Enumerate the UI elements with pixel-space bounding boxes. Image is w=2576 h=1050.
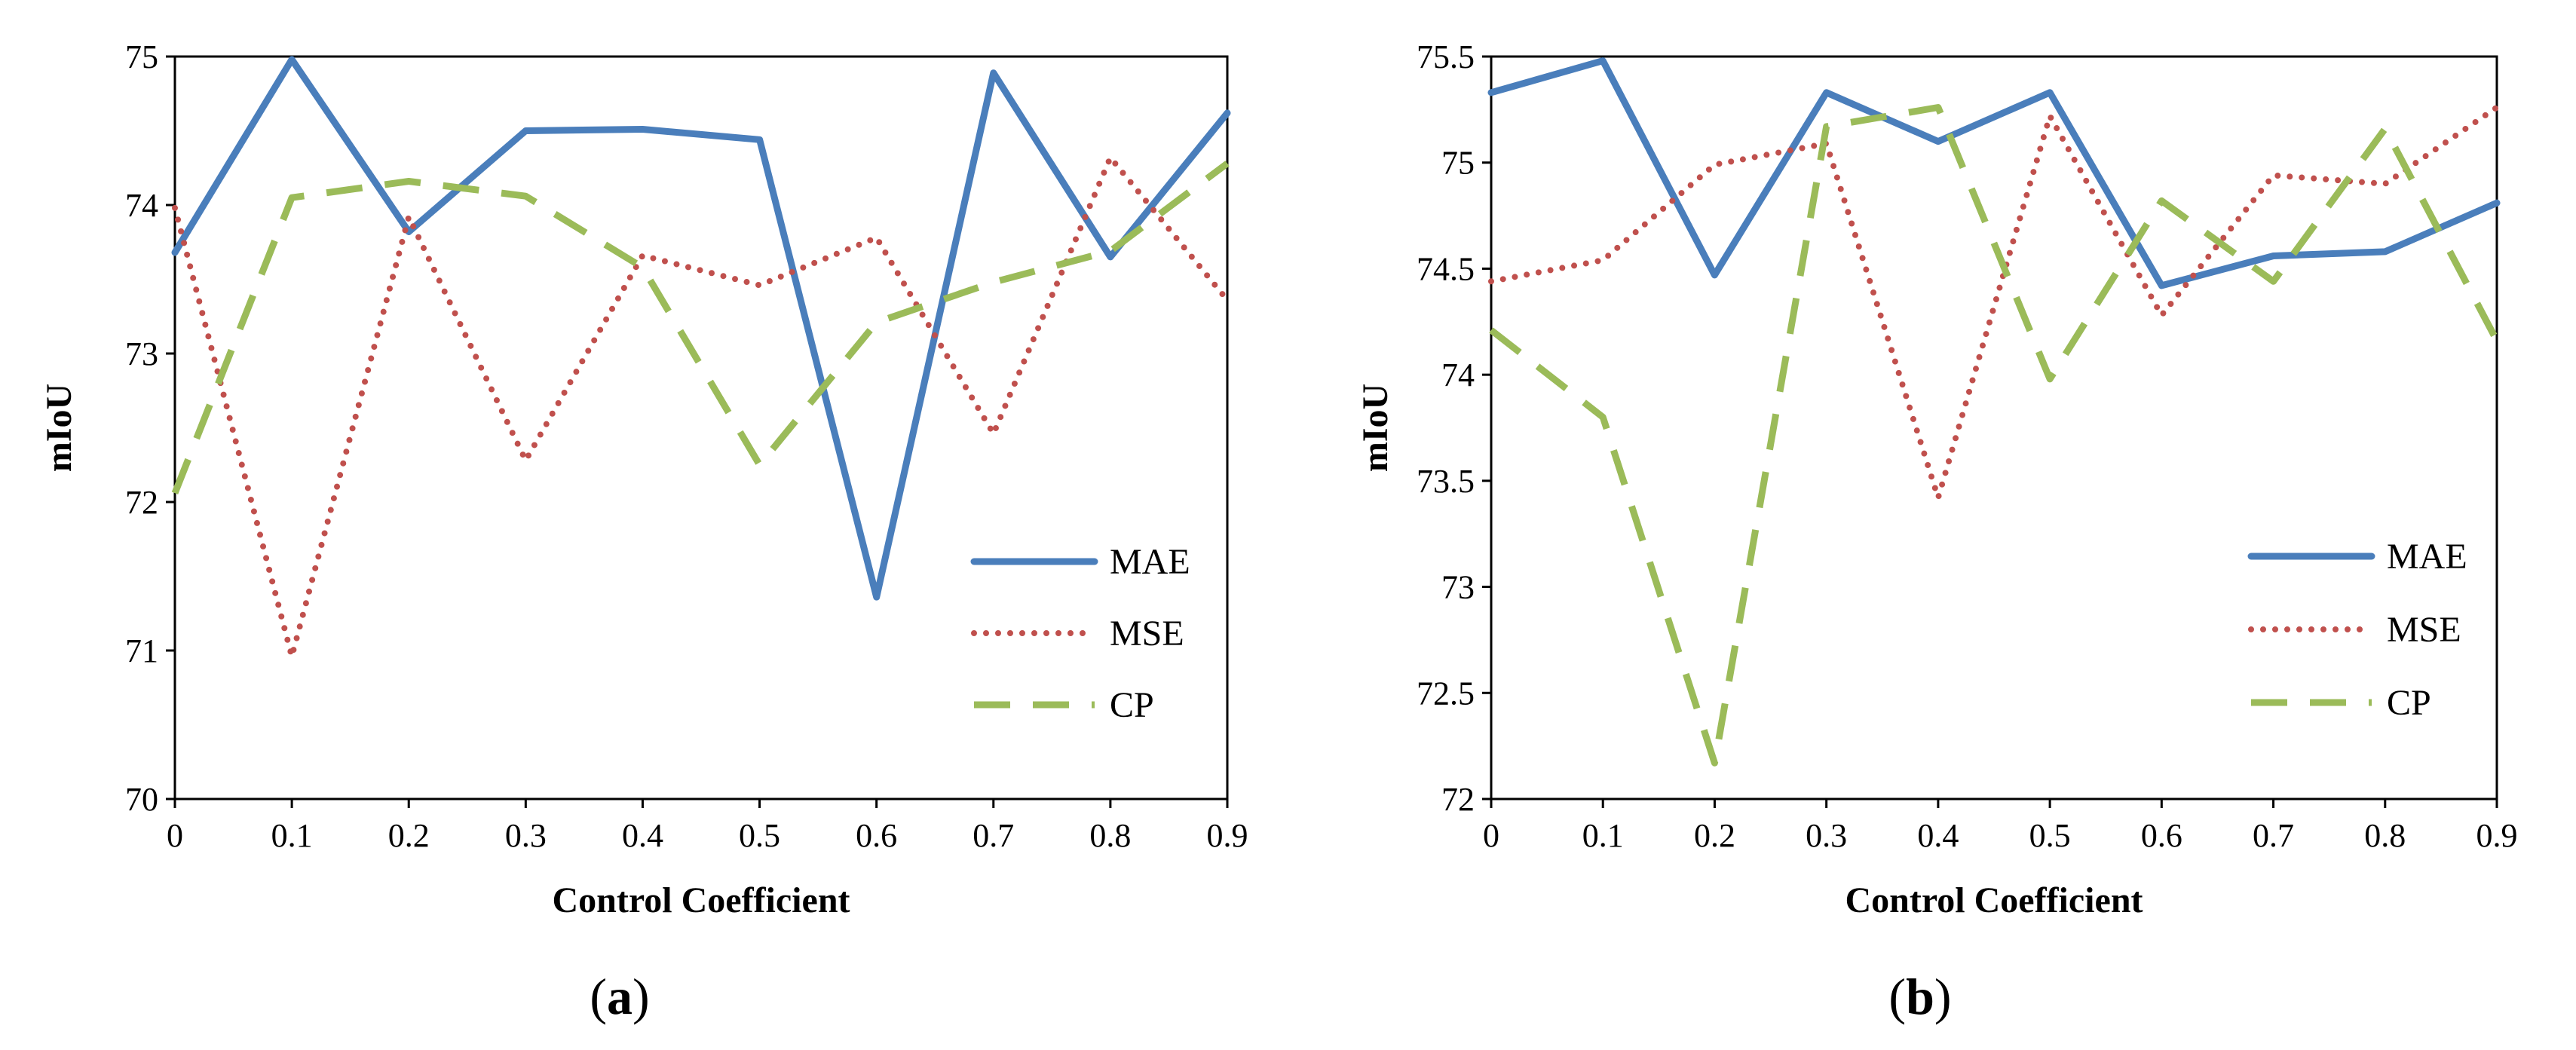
panel-letter: b bbox=[1906, 968, 1934, 1025]
x-tick-label: 0 bbox=[1483, 817, 1499, 854]
panel-label: (a) bbox=[590, 968, 649, 1025]
x-tick-label: 0.4 bbox=[622, 817, 663, 854]
legend-label-mae: MAE bbox=[2387, 537, 2467, 577]
panel-label: (b) bbox=[1888, 968, 1951, 1025]
x-axis-title: Control Coefficient bbox=[552, 880, 850, 920]
x-tick-label: 0.9 bbox=[2476, 817, 2518, 854]
y-tick-label: 74 bbox=[1441, 357, 1475, 393]
y-tick-label: 75 bbox=[1441, 145, 1475, 182]
x-tick-label: 0.9 bbox=[1207, 817, 1248, 854]
legend-label-cp: CP bbox=[1110, 685, 1154, 725]
x-tick-label: 0.7 bbox=[973, 817, 1014, 854]
y-tick-label: 70 bbox=[125, 781, 158, 818]
x-tick-label: 0.1 bbox=[271, 817, 313, 854]
y-tick-label: 72 bbox=[125, 484, 158, 521]
y-tick-label: 75.5 bbox=[1417, 38, 1475, 75]
y-tick-label: 73 bbox=[125, 335, 158, 372]
x-tick-label: 0.5 bbox=[2029, 817, 2071, 854]
series-line-mse bbox=[172, 155, 1230, 660]
y-axis-title: mIoU bbox=[39, 384, 79, 472]
x-tick-label: 0.6 bbox=[856, 817, 897, 854]
y-tick-label: 74 bbox=[125, 187, 158, 224]
y-tick-label: 74.5 bbox=[1417, 250, 1475, 287]
plot-area-border bbox=[1490, 55, 2498, 801]
legend-label-mse: MSE bbox=[1110, 614, 1184, 654]
y-tick-label: 72.5 bbox=[1417, 675, 1475, 712]
series-line-mae bbox=[1487, 57, 2501, 289]
y-tick-label: 72 bbox=[1441, 781, 1475, 818]
panel-letter: a bbox=[607, 968, 633, 1025]
legend-label-mae: MAE bbox=[1110, 542, 1190, 582]
x-tick-label: 0 bbox=[167, 817, 183, 854]
x-tick-label: 0.5 bbox=[739, 817, 780, 854]
x-tick-label: 0.2 bbox=[1694, 817, 1735, 854]
legend: MAE MSE CP bbox=[970, 542, 1190, 725]
legend: MAE MSE CP bbox=[2247, 537, 2467, 723]
chart-panel-b: 72 72.5 73 73.5 74 74.5 75 75.5 0 0.1 0.2 0.3 0.4 0.5… bbox=[1355, 38, 2518, 1025]
x-tick-label: 0.7 bbox=[2253, 817, 2294, 854]
plot-area-border bbox=[173, 55, 1229, 801]
series-line-mse bbox=[1488, 104, 2500, 501]
x-tick-label: 0.6 bbox=[2141, 817, 2182, 854]
y-axis-title: mIoU bbox=[1355, 384, 1395, 472]
x-tick-label: 0.3 bbox=[1806, 817, 1847, 854]
x-tick-label: 0.2 bbox=[388, 817, 430, 854]
legend-label-cp: CP bbox=[2387, 683, 2431, 723]
y-tick-label: 73.5 bbox=[1417, 463, 1475, 500]
x-tick-label: 0.8 bbox=[2364, 817, 2406, 854]
chart-panel-a: 70 71 72 73 74 75 0 0.1 0.2 0.3 0.4 0.5 0.6 0.7 0.8 0.9… bbox=[39, 38, 1248, 1025]
series-line-cp bbox=[1489, 104, 2500, 767]
x-tick-label: 0.3 bbox=[505, 817, 547, 854]
y-tick-label: 71 bbox=[125, 632, 158, 669]
series-line-cp bbox=[171, 161, 1230, 494]
legend-label-mse: MSE bbox=[2387, 610, 2461, 650]
x-axis-title: Control Coefficient bbox=[1845, 880, 2143, 920]
x-tick-label: 0.1 bbox=[1582, 817, 1624, 854]
series-line-mae bbox=[171, 56, 1231, 601]
x-tick-label: 0.8 bbox=[1089, 817, 1131, 854]
y-tick-label: 73 bbox=[1441, 569, 1475, 606]
y-tick-label: 75 bbox=[125, 38, 158, 75]
x-tick-label: 0.4 bbox=[1917, 817, 1959, 854]
